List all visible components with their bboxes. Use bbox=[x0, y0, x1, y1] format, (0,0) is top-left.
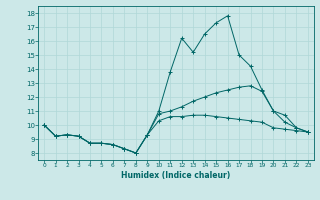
X-axis label: Humidex (Indice chaleur): Humidex (Indice chaleur) bbox=[121, 171, 231, 180]
